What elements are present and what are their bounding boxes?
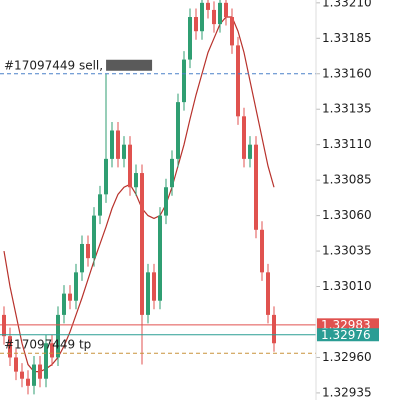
candle-body bbox=[200, 2, 204, 32]
y-tick-label: 1.33010 bbox=[322, 279, 372, 293]
candle-body bbox=[56, 314, 60, 358]
candle-body bbox=[98, 194, 102, 216]
candle-body bbox=[146, 272, 150, 315]
y-tick-label: 1.33185 bbox=[322, 31, 372, 45]
candle-body bbox=[170, 158, 174, 188]
candle-body bbox=[134, 173, 138, 188]
candle-body bbox=[236, 45, 240, 117]
candle-body bbox=[248, 144, 252, 159]
candle-body bbox=[158, 215, 162, 301]
candle-body bbox=[80, 243, 84, 273]
y-tick-label: 1.33035 bbox=[322, 244, 372, 258]
candle-body bbox=[8, 336, 12, 358]
candle-body bbox=[140, 173, 144, 315]
candle-body bbox=[26, 378, 30, 386]
candle-body bbox=[92, 215, 96, 259]
candle-body bbox=[212, 9, 216, 25]
candle-body bbox=[266, 272, 270, 315]
price-marker-box bbox=[317, 328, 379, 342]
y-tick-label: 1.32960 bbox=[322, 350, 372, 364]
candle-body bbox=[254, 144, 258, 230]
y-tick-label: 1.32935 bbox=[322, 385, 372, 399]
candle-body bbox=[128, 144, 132, 188]
order-label: #17097449 tp bbox=[4, 338, 91, 352]
candle-body bbox=[32, 364, 36, 386]
candle-body bbox=[104, 158, 108, 195]
y-tick-label: 1.33110 bbox=[322, 137, 372, 151]
candle-body bbox=[218, 2, 222, 25]
candle-body bbox=[74, 272, 78, 301]
candle-body bbox=[152, 272, 156, 301]
y-tick-label: 1.33085 bbox=[322, 173, 372, 187]
candle-body bbox=[20, 371, 24, 379]
moving-average bbox=[3, 16, 275, 373]
order-label: #17097449 sell, bbox=[4, 58, 103, 72]
candle-body bbox=[50, 343, 54, 358]
y-tick-label: 1.33210 bbox=[322, 0, 372, 9]
candle-body bbox=[122, 144, 126, 159]
redacted-box bbox=[106, 59, 153, 71]
y-tick-label: 1.33060 bbox=[322, 208, 372, 222]
price-marker-label: 1.32976 bbox=[321, 328, 371, 342]
price-marker-box bbox=[317, 318, 379, 332]
candle-body bbox=[260, 229, 264, 273]
y-tick-label: 1.33135 bbox=[322, 102, 372, 116]
candle-body bbox=[224, 2, 228, 18]
candle-body bbox=[230, 17, 234, 46]
candle-body bbox=[86, 243, 90, 259]
candle-body bbox=[116, 130, 120, 159]
candle-body bbox=[62, 293, 66, 315]
candle-body bbox=[164, 187, 168, 216]
candle-body bbox=[2, 314, 6, 337]
candle-body bbox=[176, 102, 180, 159]
y-tick-label: 1.33160 bbox=[322, 66, 372, 80]
candle-body bbox=[38, 364, 42, 379]
candle-body bbox=[182, 59, 186, 103]
candle-body bbox=[242, 116, 246, 159]
candle-body bbox=[188, 17, 192, 60]
candle-body bbox=[110, 130, 114, 159]
candle-body bbox=[194, 17, 198, 32]
candle-body bbox=[44, 343, 48, 379]
candle-body bbox=[14, 357, 18, 372]
candle-body bbox=[68, 293, 72, 301]
candle-body bbox=[272, 314, 276, 344]
candle-body bbox=[206, 2, 210, 10]
